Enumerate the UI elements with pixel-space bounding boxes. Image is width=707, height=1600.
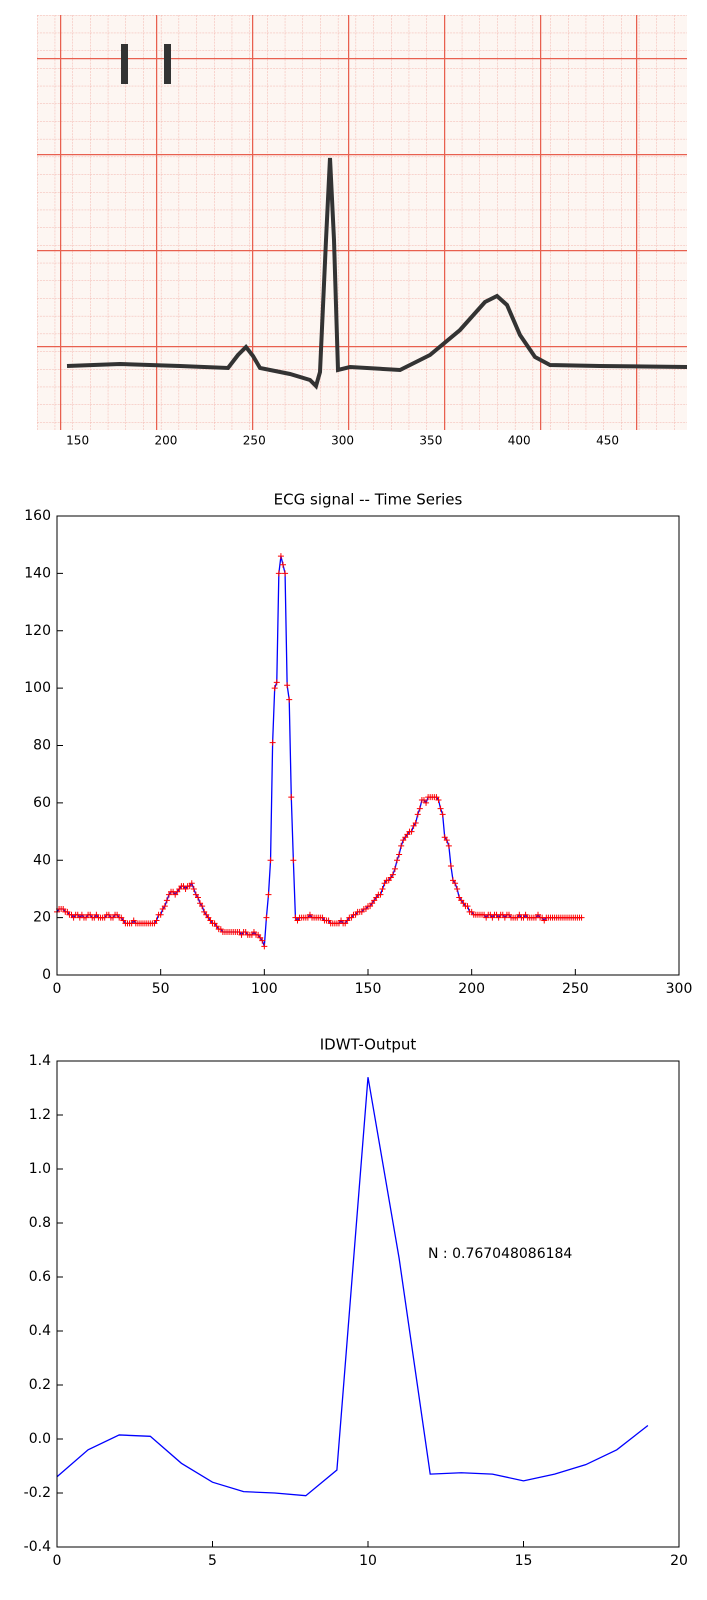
y-tick-label: 1.2 [29, 1107, 51, 1123]
marker [272, 685, 278, 691]
marker [268, 857, 274, 863]
marker [265, 892, 271, 898]
y-tick-label: 120 [24, 623, 51, 639]
marker [454, 886, 460, 892]
x-tick-label: 450 [596, 434, 619, 448]
marker [270, 740, 276, 746]
marker [288, 794, 294, 800]
marker [280, 562, 286, 568]
marker [396, 852, 402, 858]
y-tick-label: 160 [24, 508, 51, 524]
marker [261, 943, 267, 949]
x-tick-label: 400 [508, 434, 531, 448]
y-tick-label: 0.6 [29, 1269, 51, 1285]
marker [446, 843, 452, 849]
x-tick-label: 5 [208, 1553, 217, 1569]
x-tick-label: 50 [152, 981, 170, 997]
marker [417, 806, 423, 812]
marker [448, 863, 454, 869]
annotation: N : 0.767048086184 [428, 1246, 572, 1262]
marker [263, 915, 269, 921]
x-tick-label: 200 [154, 434, 177, 448]
marker [438, 806, 444, 812]
x-tick-label: 0 [53, 1553, 62, 1569]
x-tick-label: 150 [66, 434, 89, 448]
marker [274, 679, 280, 685]
y-tick-label: 1.0 [29, 1161, 51, 1177]
x-tick-label: 250 [562, 981, 589, 997]
x-tick-label: 20 [670, 1553, 688, 1569]
chart-title: ECG signal -- Time Series [274, 491, 463, 509]
marker [415, 811, 421, 817]
ecg-image [37, 15, 687, 430]
marker [276, 570, 282, 576]
lead-mark [121, 44, 128, 84]
page: 150200250300350400450 050100150200250300… [0, 0, 707, 1600]
y-tick-label: 0.8 [29, 1215, 51, 1231]
y-tick-label: 0.4 [29, 1323, 51, 1339]
x-tick-label: 350 [419, 434, 442, 448]
marker [290, 857, 296, 863]
marker [380, 886, 386, 892]
marker [164, 897, 170, 903]
x-tick-label: 250 [243, 434, 266, 448]
chart-ecg: 0 50 100 150 200 250 300 0 20 40 60 80 100 120 140 160 E… [24, 491, 692, 998]
y-tick-label: 60 [33, 795, 51, 811]
chart-image: 150 200 250 300 350 400 450 [66, 434, 619, 448]
y-tick-label: 100 [24, 680, 51, 696]
chart-idwt: 0 5 10 15 20 -0.4 -0.2 0.0 0.2 0.4 0.6 0.8 1.0 1.2 1.4… [24, 1036, 688, 1570]
marker [398, 843, 404, 849]
line [57, 1077, 648, 1496]
x-tick-label: 300 [666, 981, 693, 997]
marker [440, 811, 446, 817]
y-tick-label: 0 [42, 967, 51, 983]
x-tick-label: 200 [458, 981, 485, 997]
marker [286, 697, 292, 703]
y-tick-label: 140 [24, 565, 51, 581]
x-tick-label: 0 [53, 981, 62, 997]
y-tick-label: -0.4 [24, 1539, 51, 1555]
chart-title: IDWT-Output [320, 1036, 417, 1054]
marker [394, 857, 400, 863]
y-tick-label: 40 [33, 852, 51, 868]
marker [278, 553, 284, 559]
x-tick-label: 15 [515, 1553, 533, 1569]
marker [191, 886, 197, 892]
marker [282, 570, 288, 576]
x-tick-label: 100 [251, 981, 278, 997]
line [57, 556, 582, 946]
x-tick-label: 150 [355, 981, 382, 997]
lead-mark [164, 44, 171, 84]
y-tick-label: -0.2 [24, 1485, 51, 1501]
marker [392, 866, 398, 872]
y-tick-label: 0.2 [29, 1377, 51, 1393]
y-tick-label: 80 [33, 738, 51, 754]
y-tick-label: 0.0 [29, 1431, 51, 1447]
x-tick-label: 300 [331, 434, 354, 448]
figure: 150200250300350400450 050100150200250300… [0, 0, 707, 1600]
y-tick-label: 1.4 [29, 1053, 51, 1069]
y-tick-label: 20 [33, 910, 51, 926]
x-tick-label: 10 [359, 1553, 377, 1569]
marker [284, 682, 290, 688]
plot-frame [57, 1061, 679, 1547]
